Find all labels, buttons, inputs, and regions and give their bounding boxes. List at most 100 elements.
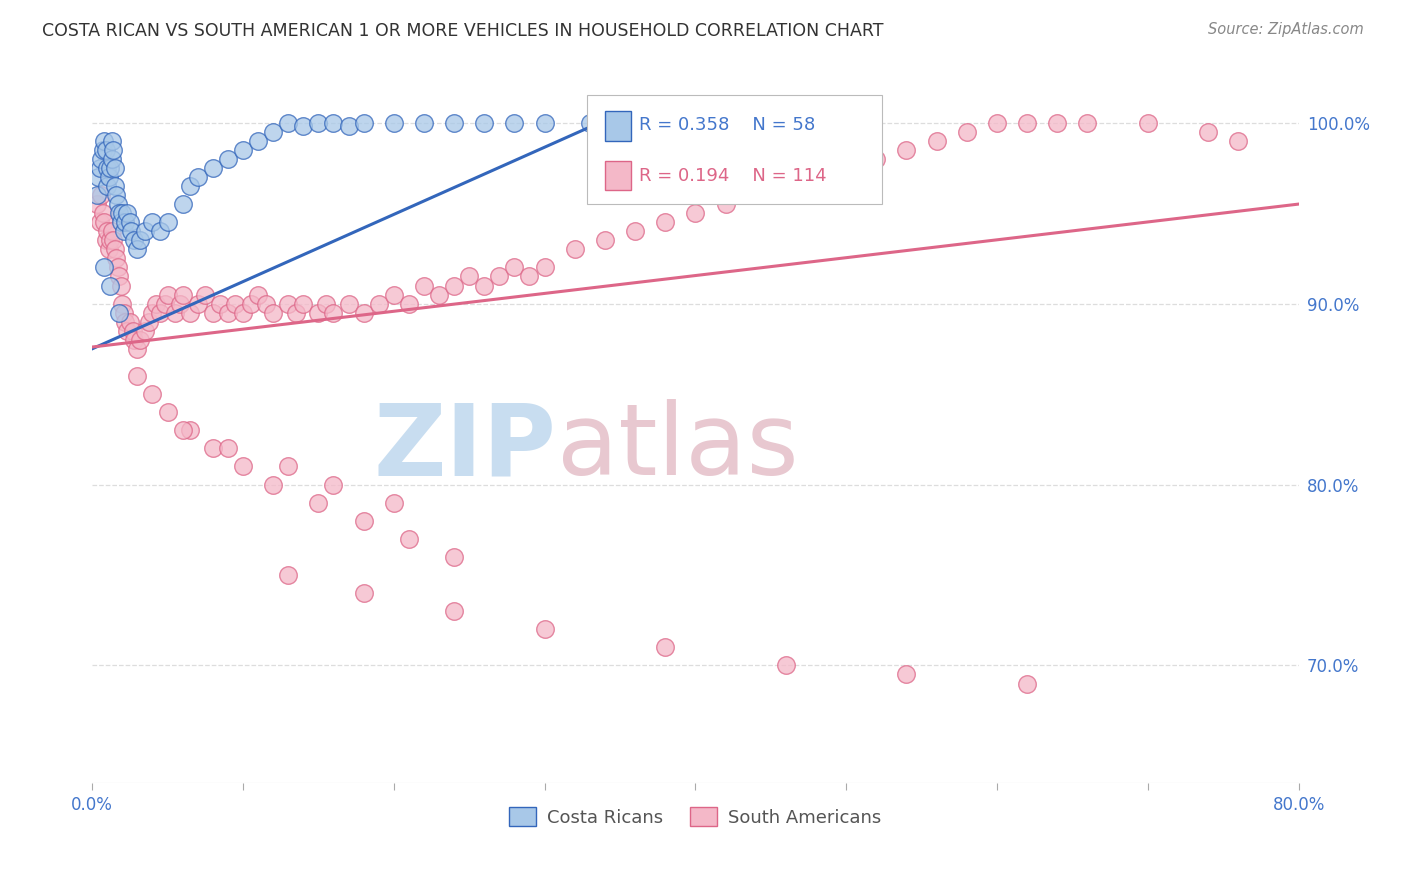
- Point: [127, 368, 149, 383]
- Point: [108, 305, 131, 319]
- Point: [96, 179, 118, 194]
- Point: [337, 296, 360, 310]
- Point: [593, 233, 616, 247]
- FancyBboxPatch shape: [586, 95, 883, 204]
- Point: [443, 278, 465, 293]
- Point: [284, 305, 307, 319]
- Text: ZIP: ZIP: [374, 400, 557, 496]
- Point: [93, 134, 115, 148]
- Point: [172, 197, 194, 211]
- Point: [277, 568, 299, 582]
- Point: [322, 116, 344, 130]
- Point: [114, 215, 136, 229]
- Point: [96, 161, 118, 175]
- Point: [1017, 116, 1039, 130]
- Point: [101, 224, 124, 238]
- Point: [262, 477, 284, 491]
- Point: [129, 333, 152, 347]
- Point: [277, 116, 299, 130]
- Point: [654, 215, 676, 229]
- Point: [322, 477, 344, 491]
- Text: atlas: atlas: [557, 400, 799, 496]
- Point: [564, 243, 586, 257]
- Point: [104, 161, 127, 175]
- Point: [138, 315, 160, 329]
- Point: [90, 152, 112, 166]
- Point: [112, 224, 135, 238]
- Point: [101, 134, 124, 148]
- Point: [141, 305, 163, 319]
- Point: [398, 296, 420, 310]
- Point: [187, 169, 209, 184]
- Point: [337, 120, 360, 134]
- Point: [865, 152, 887, 166]
- Point: [107, 260, 129, 275]
- Point: [187, 296, 209, 310]
- Point: [896, 667, 918, 681]
- Point: [105, 188, 128, 202]
- Point: [307, 116, 329, 130]
- Point: [1227, 134, 1250, 148]
- Point: [153, 296, 176, 310]
- Point: [127, 342, 149, 356]
- Point: [201, 161, 224, 175]
- Point: [114, 315, 136, 329]
- Point: [292, 296, 315, 310]
- Point: [624, 224, 647, 238]
- Point: [101, 152, 124, 166]
- Point: [118, 215, 141, 229]
- Point: [97, 169, 120, 184]
- Point: [87, 169, 110, 184]
- Point: [110, 278, 132, 293]
- Point: [122, 324, 145, 338]
- Point: [89, 215, 111, 229]
- Point: [129, 233, 152, 247]
- Point: [775, 658, 797, 673]
- Point: [209, 296, 232, 310]
- Point: [90, 188, 112, 202]
- Point: [179, 423, 201, 437]
- Point: [247, 287, 270, 301]
- Point: [172, 423, 194, 437]
- Point: [98, 233, 121, 247]
- Point: [262, 305, 284, 319]
- Point: [413, 116, 436, 130]
- Point: [925, 134, 948, 148]
- Point: [124, 233, 146, 247]
- Point: [488, 269, 510, 284]
- Point: [277, 459, 299, 474]
- Text: R = 0.358    N = 58: R = 0.358 N = 58: [638, 117, 815, 135]
- Point: [194, 287, 217, 301]
- Point: [443, 549, 465, 564]
- Point: [367, 296, 389, 310]
- Point: [217, 152, 239, 166]
- Point: [247, 134, 270, 148]
- Point: [609, 116, 631, 130]
- Point: [533, 260, 555, 275]
- Point: [120, 224, 142, 238]
- Point: [443, 116, 465, 130]
- Point: [156, 405, 179, 419]
- Point: [1197, 125, 1219, 139]
- Point: [108, 206, 131, 220]
- Point: [201, 305, 224, 319]
- Point: [93, 215, 115, 229]
- Point: [115, 324, 138, 338]
- Point: [353, 514, 375, 528]
- Point: [91, 143, 114, 157]
- Point: [458, 269, 481, 284]
- Point: [103, 143, 125, 157]
- Point: [172, 287, 194, 301]
- Point: [118, 315, 141, 329]
- Point: [986, 116, 1008, 130]
- Point: [124, 333, 146, 347]
- Point: [98, 278, 121, 293]
- Point: [145, 296, 167, 310]
- Point: [94, 143, 117, 157]
- Point: [503, 116, 526, 130]
- Point: [533, 622, 555, 636]
- Point: [149, 224, 172, 238]
- Point: [382, 287, 405, 301]
- Point: [533, 116, 555, 130]
- Point: [96, 224, 118, 238]
